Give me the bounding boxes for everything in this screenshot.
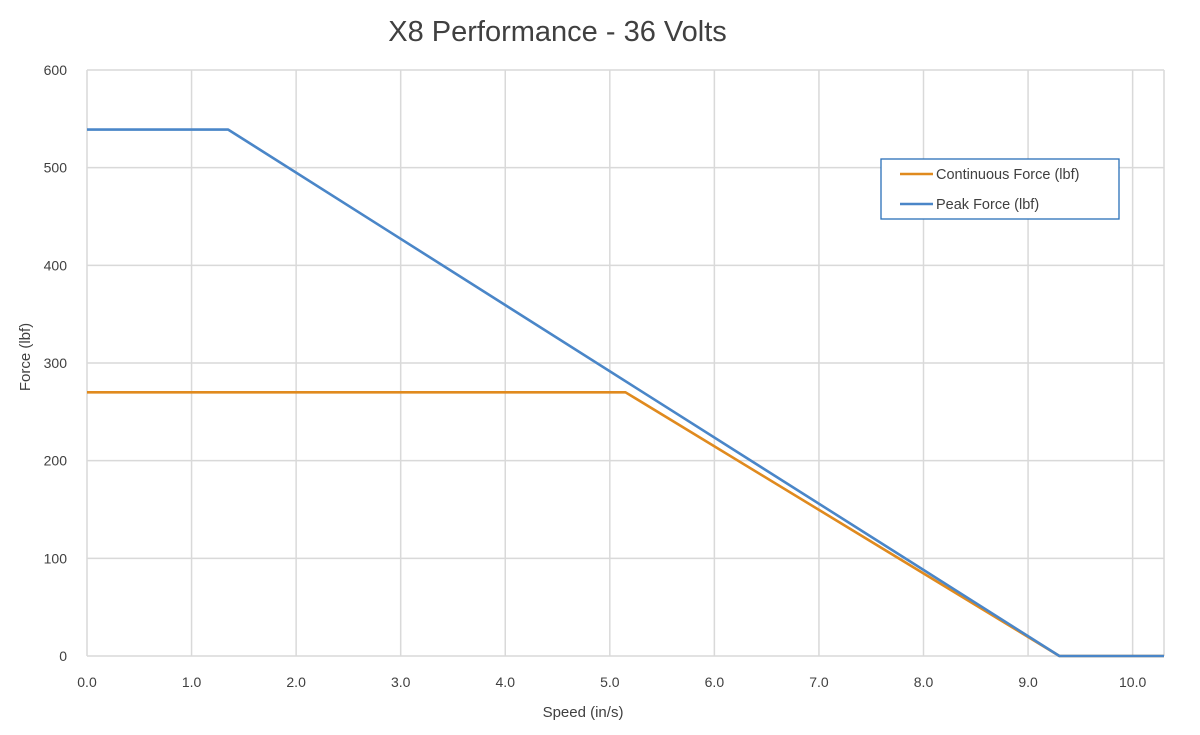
axes: 0 100 200 300 400 500 600 0.0 1.0 2.0 3.0 4.0 5.0 6.0… bbox=[44, 62, 1147, 690]
y-tick-label: 100 bbox=[44, 550, 68, 566]
x-tick-label: 1.0 bbox=[182, 674, 202, 690]
x-tick-label: 4.0 bbox=[496, 674, 516, 690]
y-axis-title: Force (lbf) bbox=[17, 323, 34, 391]
grid bbox=[86, 69, 1165, 657]
series-line-peak-force bbox=[87, 128, 1164, 658]
x-tick-label: 7.0 bbox=[809, 674, 829, 690]
x-tick-label: 6.0 bbox=[705, 674, 725, 690]
legend-box bbox=[880, 158, 1120, 220]
x-tick-label: 3.0 bbox=[391, 674, 411, 690]
legend-label: Peak Force (lbf) bbox=[936, 197, 1039, 213]
series-lines bbox=[87, 128, 1164, 658]
y-tick-label: 300 bbox=[44, 355, 68, 371]
y-tick-label: 500 bbox=[44, 160, 68, 176]
x-tick-label: 8.0 bbox=[914, 674, 934, 690]
legend-label: Continuous Force (lbf) bbox=[936, 167, 1079, 183]
series-line-continuous-force bbox=[87, 390, 1164, 658]
chart-title: X8 Performance - 36 Volts bbox=[388, 16, 727, 48]
x-tick-label: 0.0 bbox=[77, 674, 97, 690]
y-tick-label: 0 bbox=[59, 648, 67, 664]
x-tick-label: 2.0 bbox=[286, 674, 306, 690]
x-tick-label: 9.0 bbox=[1018, 674, 1038, 690]
x-tick-label: 10.0 bbox=[1119, 674, 1146, 690]
x-tick-label: 5.0 bbox=[600, 674, 620, 690]
y-tick-label: 600 bbox=[44, 62, 68, 78]
y-tick-label: 400 bbox=[44, 257, 68, 273]
x-axis-title: Speed (in/s) bbox=[543, 704, 624, 721]
y-tick-label: 200 bbox=[44, 453, 68, 469]
legend: Continuous Force (lbf) Peak Force (lbf) bbox=[880, 158, 1120, 220]
